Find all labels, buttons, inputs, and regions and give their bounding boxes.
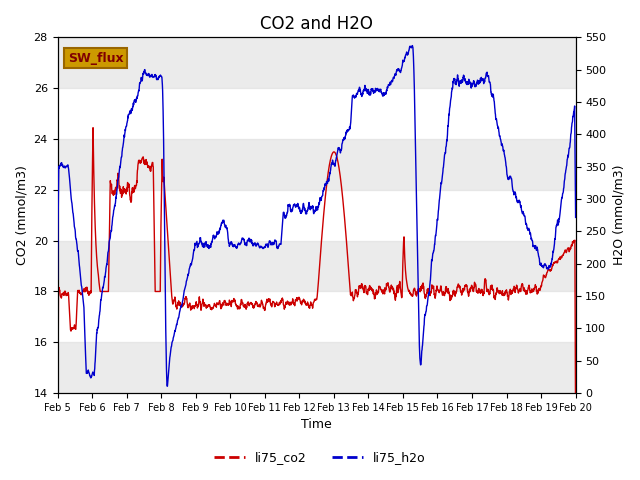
Bar bbox=[58, 342, 575, 393]
Y-axis label: CO2 (mmol/m3): CO2 (mmol/m3) bbox=[15, 165, 28, 265]
Bar bbox=[58, 240, 575, 291]
Legend: li75_co2, li75_h2o: li75_co2, li75_h2o bbox=[209, 446, 431, 469]
Bar bbox=[58, 37, 575, 88]
X-axis label: Time: Time bbox=[301, 419, 332, 432]
Y-axis label: H2O (mmol/m3): H2O (mmol/m3) bbox=[612, 165, 625, 265]
Title: CO2 and H2O: CO2 and H2O bbox=[260, 15, 373, 33]
Text: SW_flux: SW_flux bbox=[68, 51, 124, 65]
Bar bbox=[58, 139, 575, 190]
